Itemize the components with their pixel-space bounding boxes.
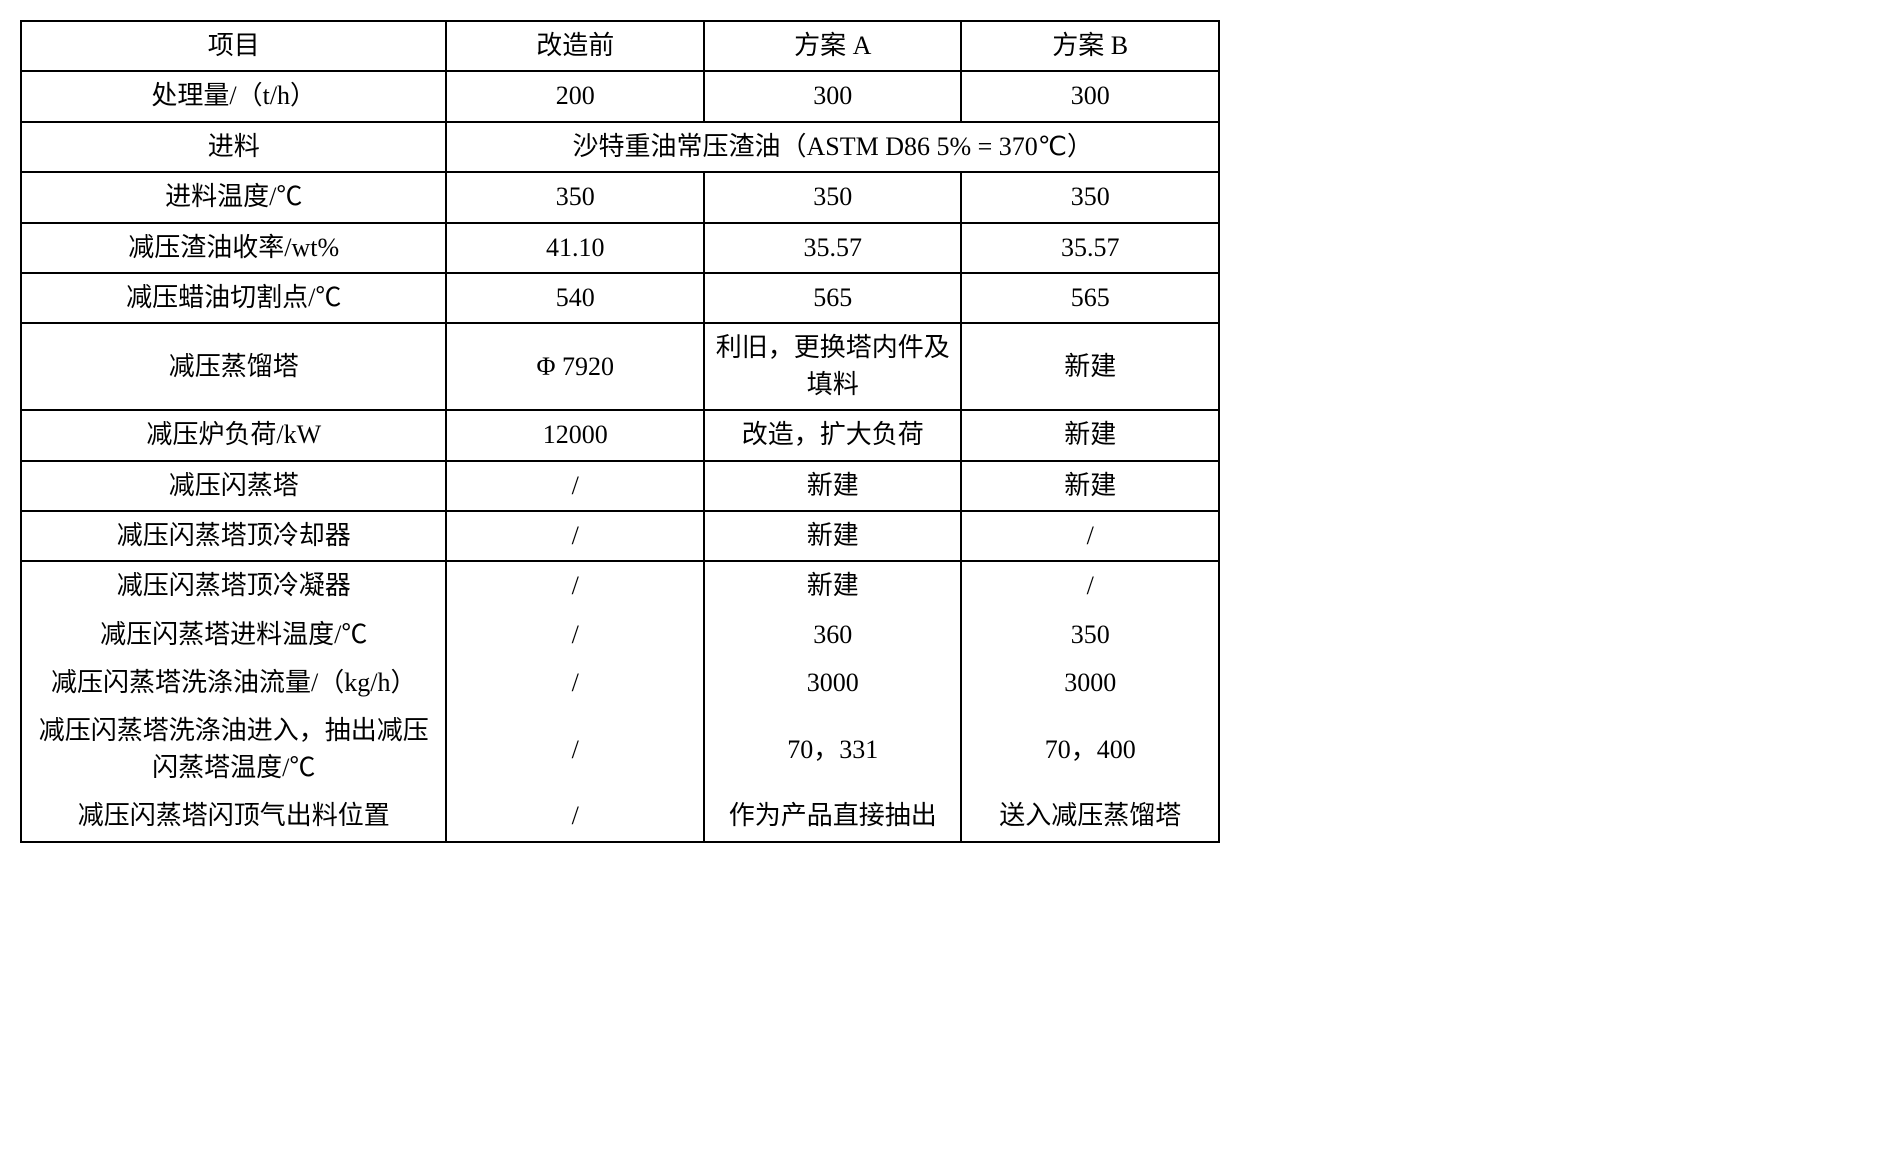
row-label: 进料	[21, 122, 446, 172]
row-before: 350	[446, 172, 704, 222]
row-plan-b: 35.57	[961, 223, 1219, 273]
row-plan-b: 新建	[961, 410, 1219, 460]
row-before: /	[446, 707, 704, 792]
row-label: 减压蒸馏塔	[21, 323, 446, 410]
row-plan-a: 360	[704, 611, 962, 659]
table-row: 减压闪蒸塔洗涤油进入，抽出减压闪蒸塔温度/℃ / 70，331 70，400	[21, 707, 1219, 792]
row-label: 减压闪蒸塔	[21, 461, 446, 511]
row-plan-a: 利旧，更换塔内件及填料	[704, 323, 962, 410]
row-label: 减压闪蒸塔顶冷却器	[21, 511, 446, 561]
header-label: 项目	[21, 21, 446, 71]
row-before: /	[446, 461, 704, 511]
row-label: 减压闪蒸塔闪顶气出料位置	[21, 792, 446, 841]
row-plan-b: /	[961, 511, 1219, 561]
header-plan-b: 方案 B	[961, 21, 1219, 71]
table-row: 进料 沙特重油常压渣油（ASTM D86 5% = 370℃）	[21, 122, 1219, 172]
row-label: 减压渣油收率/wt%	[21, 223, 446, 273]
row-label: 减压炉负荷/kW	[21, 410, 446, 460]
row-label: 减压闪蒸塔顶冷凝器	[21, 561, 446, 610]
row-plan-b: 新建	[961, 461, 1219, 511]
table-row: 减压蜡油切割点/℃ 540 565 565	[21, 273, 1219, 323]
row-plan-b: 新建	[961, 323, 1219, 410]
row-before: /	[446, 611, 704, 659]
row-plan-b: /	[961, 561, 1219, 610]
row-label: 减压闪蒸塔洗涤油流量/（kg/h）	[21, 659, 446, 707]
row-merged-value: 沙特重油常压渣油（ASTM D86 5% = 370℃）	[446, 122, 1219, 172]
table-row: 处理量/（t/h） 200 300 300	[21, 71, 1219, 121]
row-plan-a: 35.57	[704, 223, 962, 273]
row-label: 处理量/（t/h）	[21, 71, 446, 121]
row-plan-b: 送入减压蒸馏塔	[961, 792, 1219, 841]
row-before: /	[446, 511, 704, 561]
row-before: 200	[446, 71, 704, 121]
row-before: 41.10	[446, 223, 704, 273]
table-header-row: 项目 改造前 方案 A 方案 B	[21, 21, 1219, 71]
row-plan-b: 3000	[961, 659, 1219, 707]
table-row: 减压闪蒸塔洗涤油流量/（kg/h） / 3000 3000	[21, 659, 1219, 707]
header-before: 改造前	[446, 21, 704, 71]
row-before: 12000	[446, 410, 704, 460]
table-row: 减压闪蒸塔闪顶气出料位置 / 作为产品直接抽出 送入减压蒸馏塔	[21, 792, 1219, 841]
row-plan-a: 改造，扩大负荷	[704, 410, 962, 460]
row-label: 减压蜡油切割点/℃	[21, 273, 446, 323]
row-plan-a: 300	[704, 71, 962, 121]
table-row: 减压炉负荷/kW 12000 改造，扩大负荷 新建	[21, 410, 1219, 460]
row-label: 减压闪蒸塔洗涤油进入，抽出减压闪蒸塔温度/℃	[21, 707, 446, 792]
row-label: 进料温度/℃	[21, 172, 446, 222]
table-row: 减压闪蒸塔 / 新建 新建	[21, 461, 1219, 511]
row-plan-b: 70，400	[961, 707, 1219, 792]
row-before: /	[446, 561, 704, 610]
table-row: 减压渣油收率/wt% 41.10 35.57 35.57	[21, 223, 1219, 273]
row-plan-b: 350	[961, 611, 1219, 659]
row-plan-a: 作为产品直接抽出	[704, 792, 962, 841]
row-before: /	[446, 792, 704, 841]
row-plan-a: 新建	[704, 461, 962, 511]
row-plan-a: 3000	[704, 659, 962, 707]
table-row: 进料温度/℃ 350 350 350	[21, 172, 1219, 222]
row-plan-a: 新建	[704, 561, 962, 610]
row-before: /	[446, 659, 704, 707]
row-plan-b: 565	[961, 273, 1219, 323]
table-row: 减压闪蒸塔顶冷凝器 / 新建 /	[21, 561, 1219, 610]
table-row: 减压闪蒸塔进料温度/℃ / 360 350	[21, 611, 1219, 659]
comparison-table: 项目 改造前 方案 A 方案 B 处理量/（t/h） 200 300 300 进…	[20, 20, 1220, 843]
row-label: 减压闪蒸塔进料温度/℃	[21, 611, 446, 659]
row-plan-b: 350	[961, 172, 1219, 222]
row-before: 540	[446, 273, 704, 323]
row-plan-a: 565	[704, 273, 962, 323]
row-before: Φ 7920	[446, 323, 704, 410]
row-plan-a: 70，331	[704, 707, 962, 792]
row-plan-b: 300	[961, 71, 1219, 121]
row-plan-a: 350	[704, 172, 962, 222]
row-plan-a: 新建	[704, 511, 962, 561]
table-row: 减压闪蒸塔顶冷却器 / 新建 /	[21, 511, 1219, 561]
header-plan-a: 方案 A	[704, 21, 962, 71]
table-row: 减压蒸馏塔 Φ 7920 利旧，更换塔内件及填料 新建	[21, 323, 1219, 410]
